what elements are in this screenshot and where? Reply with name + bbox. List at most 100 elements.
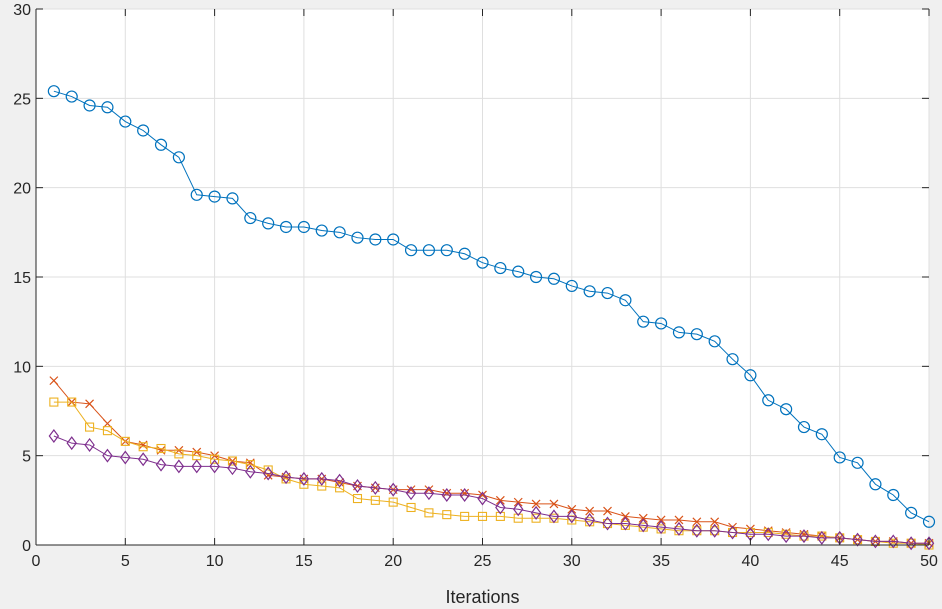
series-2-point-27	[531, 513, 541, 523]
series-0-point-32	[619, 294, 632, 307]
series-0-point-15	[315, 224, 328, 237]
y-tick-label-5: 25	[13, 91, 31, 108]
series-3-point-3	[102, 448, 113, 463]
series-0-point-40	[762, 394, 775, 407]
series-0-point-26	[512, 265, 525, 278]
series-2-point-11	[245, 460, 255, 470]
x-tick-label-7: 35	[652, 553, 670, 570]
series-0-point-6	[154, 138, 168, 151]
series-3-point-47	[888, 534, 899, 549]
series-0-point-12	[262, 217, 275, 230]
series-2-point-10	[227, 456, 238, 466]
series-3-point-31	[602, 516, 613, 531]
series-0-point-1	[65, 90, 78, 103]
series-3-point-43	[816, 530, 828, 545]
series-3-point-24	[477, 491, 488, 506]
series-1-point-35	[674, 515, 684, 525]
series-0-point-25	[494, 261, 507, 275]
series-2-point-9	[210, 454, 220, 464]
series-0-point-3	[101, 101, 114, 114]
series-3-point-30	[584, 512, 595, 527]
series-3-point-46	[870, 534, 881, 549]
series-3-point-25	[495, 500, 506, 515]
series-3-point-1	[66, 436, 77, 451]
series-3-point-14	[298, 471, 310, 486]
series-0-point-44	[833, 451, 846, 464]
series-3-point-45	[852, 532, 863, 547]
series-3-point-26	[512, 502, 524, 517]
series-0-point-13	[279, 220, 293, 234]
series-0-point-47	[887, 488, 900, 502]
series-0-point-23	[458, 247, 471, 260]
series-0-point-2	[83, 99, 96, 112]
series-2-point-17	[352, 493, 363, 504]
series-2-point-22	[442, 510, 452, 520]
x-tick-label-10: 50	[920, 553, 938, 570]
series-0-point-34	[654, 317, 668, 330]
series-1-point-28	[549, 499, 559, 509]
tick-labels: 0 5 10 15 20 25 30 35 40 45 50 0 5 10 15 20 25 30	[13, 2, 938, 570]
series-1-point-16	[335, 478, 345, 487]
series-2-point-7	[174, 449, 184, 459]
series-3-point-41	[780, 529, 792, 544]
series-1-point-32	[620, 511, 630, 521]
series-0-point-35	[672, 326, 686, 339]
x-tick-label-2: 10	[206, 553, 224, 570]
series-0-point-10	[226, 192, 239, 205]
series-0-point-37	[708, 335, 721, 348]
series-1-point-12	[263, 470, 273, 480]
series-0-point-20	[404, 244, 418, 257]
x-tick-label-6: 30	[563, 553, 581, 570]
series-2-point-0	[49, 397, 59, 407]
series-0-point-21	[422, 244, 436, 257]
series-3-point-4	[120, 450, 131, 465]
y-tick-label-4: 20	[13, 181, 31, 198]
x-tick-label-9: 45	[831, 553, 849, 570]
series-3-point-23	[459, 487, 470, 502]
x-tick-label-0: 0	[32, 553, 41, 570]
series-0-point-9	[208, 190, 221, 203]
series-2-point-1	[67, 397, 77, 407]
y-tick-label-2: 10	[13, 359, 31, 376]
series-3-point-27	[530, 505, 542, 520]
series-2-point-25	[495, 511, 505, 521]
series-0-point-29	[565, 279, 578, 293]
series-2-point-15	[317, 481, 327, 491]
series-0-point-45	[851, 456, 864, 469]
series-0-point-8	[190, 188, 203, 201]
series-2-point-20	[406, 502, 416, 513]
series-1-point-29	[567, 504, 577, 514]
series-0-point-39	[744, 369, 757, 382]
series-3-point-48	[905, 536, 917, 551]
x-tick-label-3: 15	[295, 553, 313, 570]
series-3-point-2	[84, 437, 95, 452]
series-3-point-33	[637, 518, 649, 533]
series-2-point-21	[424, 508, 434, 518]
series-0-point-0	[47, 85, 60, 98]
series-2-point-26	[513, 513, 523, 523]
series-3-point-28	[548, 509, 560, 524]
series-0-point-14	[297, 220, 310, 234]
series-3-point-42	[798, 529, 810, 544]
series-0-point-22	[440, 244, 453, 257]
series-0-point-27	[529, 270, 543, 284]
series-3-point-19	[387, 482, 399, 497]
series-3-point-11	[245, 464, 256, 479]
series-2-point-4	[120, 436, 130, 446]
series-1-point-31	[603, 506, 612, 516]
series-2-point-18	[370, 495, 380, 505]
x-axis-label: Iterations	[445, 587, 519, 607]
series-3-point-36	[691, 523, 703, 538]
series-1-point-21	[424, 485, 434, 495]
series-0-point-38	[726, 353, 739, 366]
series-3-line	[53, 435, 929, 544]
series-3-point-8	[191, 459, 202, 474]
series-3-point-35	[673, 521, 685, 536]
x-tick-label-4: 20	[384, 553, 402, 570]
series-1-point-25	[495, 495, 505, 505]
series-1-point-34	[656, 515, 666, 525]
series-3-point-9	[209, 459, 220, 474]
series-3-point-34	[655, 520, 667, 535]
series-3-point-21	[423, 486, 435, 501]
